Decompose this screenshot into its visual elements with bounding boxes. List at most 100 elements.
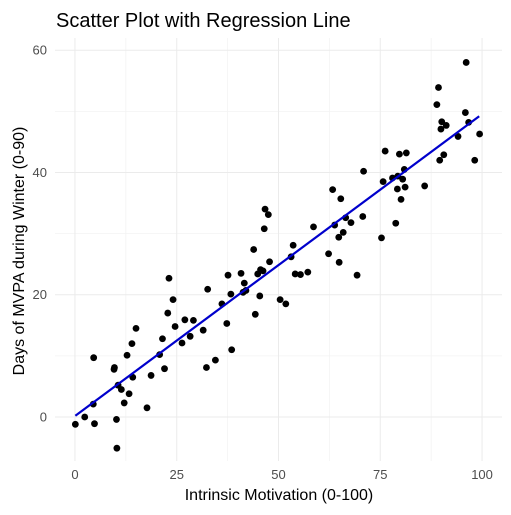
data-point-73 xyxy=(378,234,385,242)
data-point-92 xyxy=(440,151,448,159)
chart-title: Scatter Plot with Regression Line xyxy=(56,10,351,32)
data-point-33 xyxy=(211,356,219,364)
tick-labels-layer: 0 25 50 75 100 0 20 40 60 xyxy=(33,43,493,482)
data-point-39 xyxy=(237,269,245,277)
data-point-32 xyxy=(204,285,212,293)
data-point-35 xyxy=(223,320,231,327)
data-point-80 xyxy=(396,150,403,158)
data-point-6 xyxy=(111,364,118,371)
data-point-21 xyxy=(161,365,168,373)
x-tick-label-2: 50 xyxy=(271,467,285,482)
data-point-44 xyxy=(251,310,259,318)
data-point-28 xyxy=(186,332,194,340)
data-point-29 xyxy=(190,317,197,324)
data-point-27 xyxy=(181,316,189,324)
data-point-37 xyxy=(227,290,235,298)
points-layer xyxy=(71,59,484,452)
y-tick-label-3: 60 xyxy=(33,43,47,58)
data-point-52 xyxy=(266,258,273,266)
data-point-23 xyxy=(165,274,173,282)
data-point-20 xyxy=(159,335,166,343)
x-tick-label-0: 0 xyxy=(71,467,78,482)
data-point-65 xyxy=(335,258,343,266)
data-point-7 xyxy=(113,416,120,423)
data-point-95 xyxy=(461,109,469,116)
data-point-75 xyxy=(381,147,389,155)
data-point-3 xyxy=(90,354,98,362)
data-point-22 xyxy=(164,309,172,317)
data-point-61 xyxy=(325,250,332,258)
data-point-50 xyxy=(261,205,269,213)
data-point-1 xyxy=(81,413,89,421)
data-point-74 xyxy=(379,178,387,186)
data-point-25 xyxy=(171,323,179,330)
data-point-81 xyxy=(397,195,405,203)
data-point-67 xyxy=(339,228,347,236)
data-point-30 xyxy=(199,326,207,334)
data-point-86 xyxy=(421,182,429,190)
data-point-54 xyxy=(282,300,290,308)
x-tick-label-1: 25 xyxy=(169,467,183,482)
data-point-58 xyxy=(297,271,304,278)
data-point-18 xyxy=(147,372,155,379)
data-point-11 xyxy=(120,399,128,407)
data-point-56 xyxy=(289,241,297,249)
data-point-26 xyxy=(178,339,186,347)
data-point-89 xyxy=(436,156,444,164)
y-tick-label-1: 20 xyxy=(33,287,47,302)
data-point-48 xyxy=(259,267,267,275)
data-point-53 xyxy=(276,296,284,304)
data-point-85 xyxy=(402,149,410,157)
data-point-13 xyxy=(125,390,133,398)
x-tick-label-4: 100 xyxy=(471,467,493,482)
data-point-38 xyxy=(228,346,236,354)
data-point-71 xyxy=(359,213,367,220)
data-point-14 xyxy=(128,340,136,348)
data-point-84 xyxy=(401,183,409,191)
data-point-16 xyxy=(132,324,140,332)
data-point-91 xyxy=(438,118,446,126)
data-point-98 xyxy=(471,156,479,164)
data-point-72 xyxy=(360,167,367,175)
data-point-24 xyxy=(169,296,177,304)
data-point-93 xyxy=(442,122,450,129)
data-point-31 xyxy=(203,364,210,371)
data-point-66 xyxy=(337,195,345,203)
data-point-43 xyxy=(250,246,258,253)
regression-line-layer xyxy=(74,115,480,417)
data-point-62 xyxy=(329,186,337,193)
data-point-51 xyxy=(264,211,272,219)
grid-layer xyxy=(55,38,502,461)
data-point-82 xyxy=(399,175,407,183)
data-point-12 xyxy=(123,351,131,359)
data-point-36 xyxy=(224,271,232,279)
y-tick-label-0: 0 xyxy=(40,409,47,424)
data-point-99 xyxy=(476,130,484,138)
data-point-59 xyxy=(304,268,312,276)
data-point-0 xyxy=(71,420,79,428)
data-point-69 xyxy=(347,219,355,227)
y-tick-label-2: 40 xyxy=(33,165,47,180)
data-point-96 xyxy=(462,59,470,66)
x-tick-label-3: 75 xyxy=(373,467,387,482)
data-point-78 xyxy=(393,185,401,193)
data-point-60 xyxy=(310,223,317,231)
data-point-4 xyxy=(91,420,98,428)
y-axis-title: Days of MVPA during Winter (0-90) xyxy=(11,127,28,376)
data-point-77 xyxy=(392,219,400,227)
data-point-46 xyxy=(256,292,264,300)
data-point-41 xyxy=(240,279,248,287)
data-point-10 xyxy=(117,386,125,393)
data-point-88 xyxy=(435,84,442,91)
data-point-64 xyxy=(335,233,343,241)
data-point-70 xyxy=(353,271,361,279)
regression-line xyxy=(74,115,480,417)
data-point-57 xyxy=(291,270,299,278)
data-point-90 xyxy=(437,125,445,133)
data-point-87 xyxy=(433,101,441,109)
data-point-49 xyxy=(260,225,268,233)
data-point-8 xyxy=(113,444,121,452)
data-point-94 xyxy=(454,133,462,140)
